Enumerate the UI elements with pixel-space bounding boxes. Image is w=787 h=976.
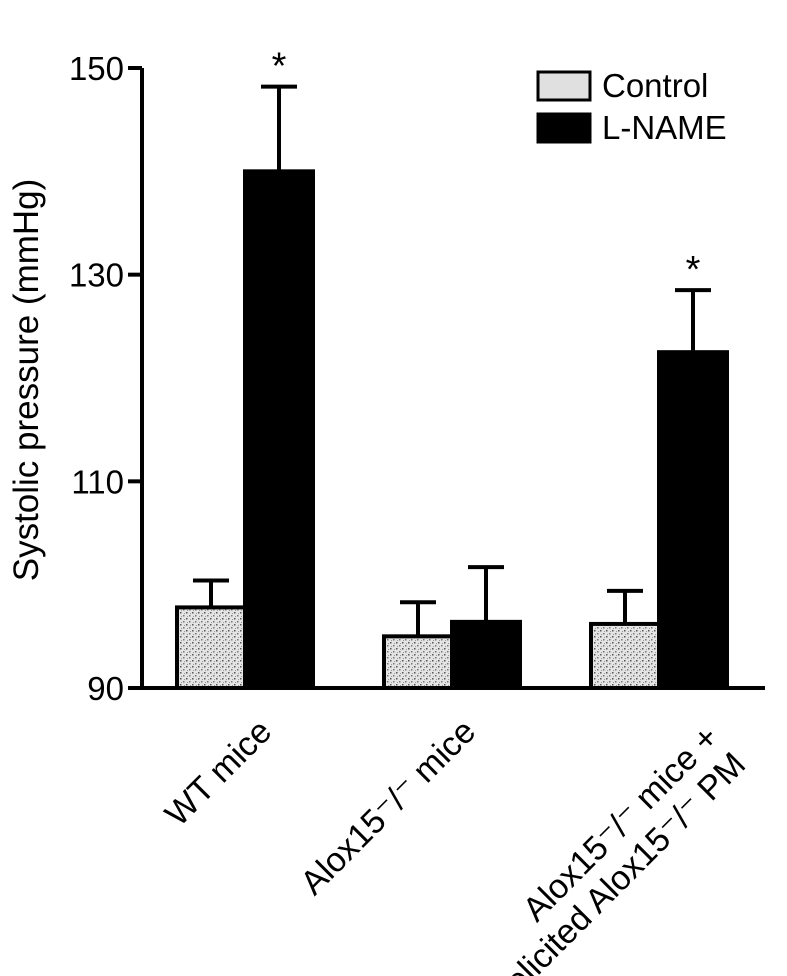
- y-tick-label: 150: [69, 50, 124, 87]
- y-tick-label: 90: [87, 670, 124, 707]
- legend-swatch-l-name: [536, 112, 592, 144]
- legend-label: L-NAME: [602, 109, 727, 146]
- bar-control-0: [175, 605, 247, 691]
- bars: [175, 84, 729, 691]
- legend: Control L-NAME: [536, 67, 727, 146]
- category-label-group: WT mice: [158, 712, 279, 833]
- bar-l-name-0: [243, 169, 315, 691]
- bar-l-name-1: [450, 619, 522, 690]
- legend-swatch-control: [536, 70, 592, 102]
- y-tick-label: 130: [69, 257, 124, 294]
- category-label: elicited Alox15⁻/⁻ PM: [498, 745, 753, 976]
- bar-control-1: [382, 634, 454, 690]
- category-label-group: Alox15⁻/⁻ mice +elicited Alox15⁻/⁻ PM: [498, 718, 753, 976]
- category-label-group: Alox15⁻/⁻ mice: [293, 712, 483, 902]
- y-tick-label: 110: [71, 463, 124, 500]
- category-label: WT mice: [158, 712, 279, 833]
- bar-control-2: [589, 621, 661, 691]
- axes: 90 110 130 150 Systolic pressure (mmHg): [7, 50, 765, 707]
- y-axis-title: Systolic pressure (mmHg): [7, 179, 46, 582]
- bar-l-name-2: [657, 350, 729, 690]
- legend-label: Control: [602, 67, 708, 104]
- significance-marker: *: [272, 46, 287, 88]
- category-label: Alox15⁻/⁻ mice: [293, 712, 483, 902]
- significance-marker: *: [686, 249, 701, 291]
